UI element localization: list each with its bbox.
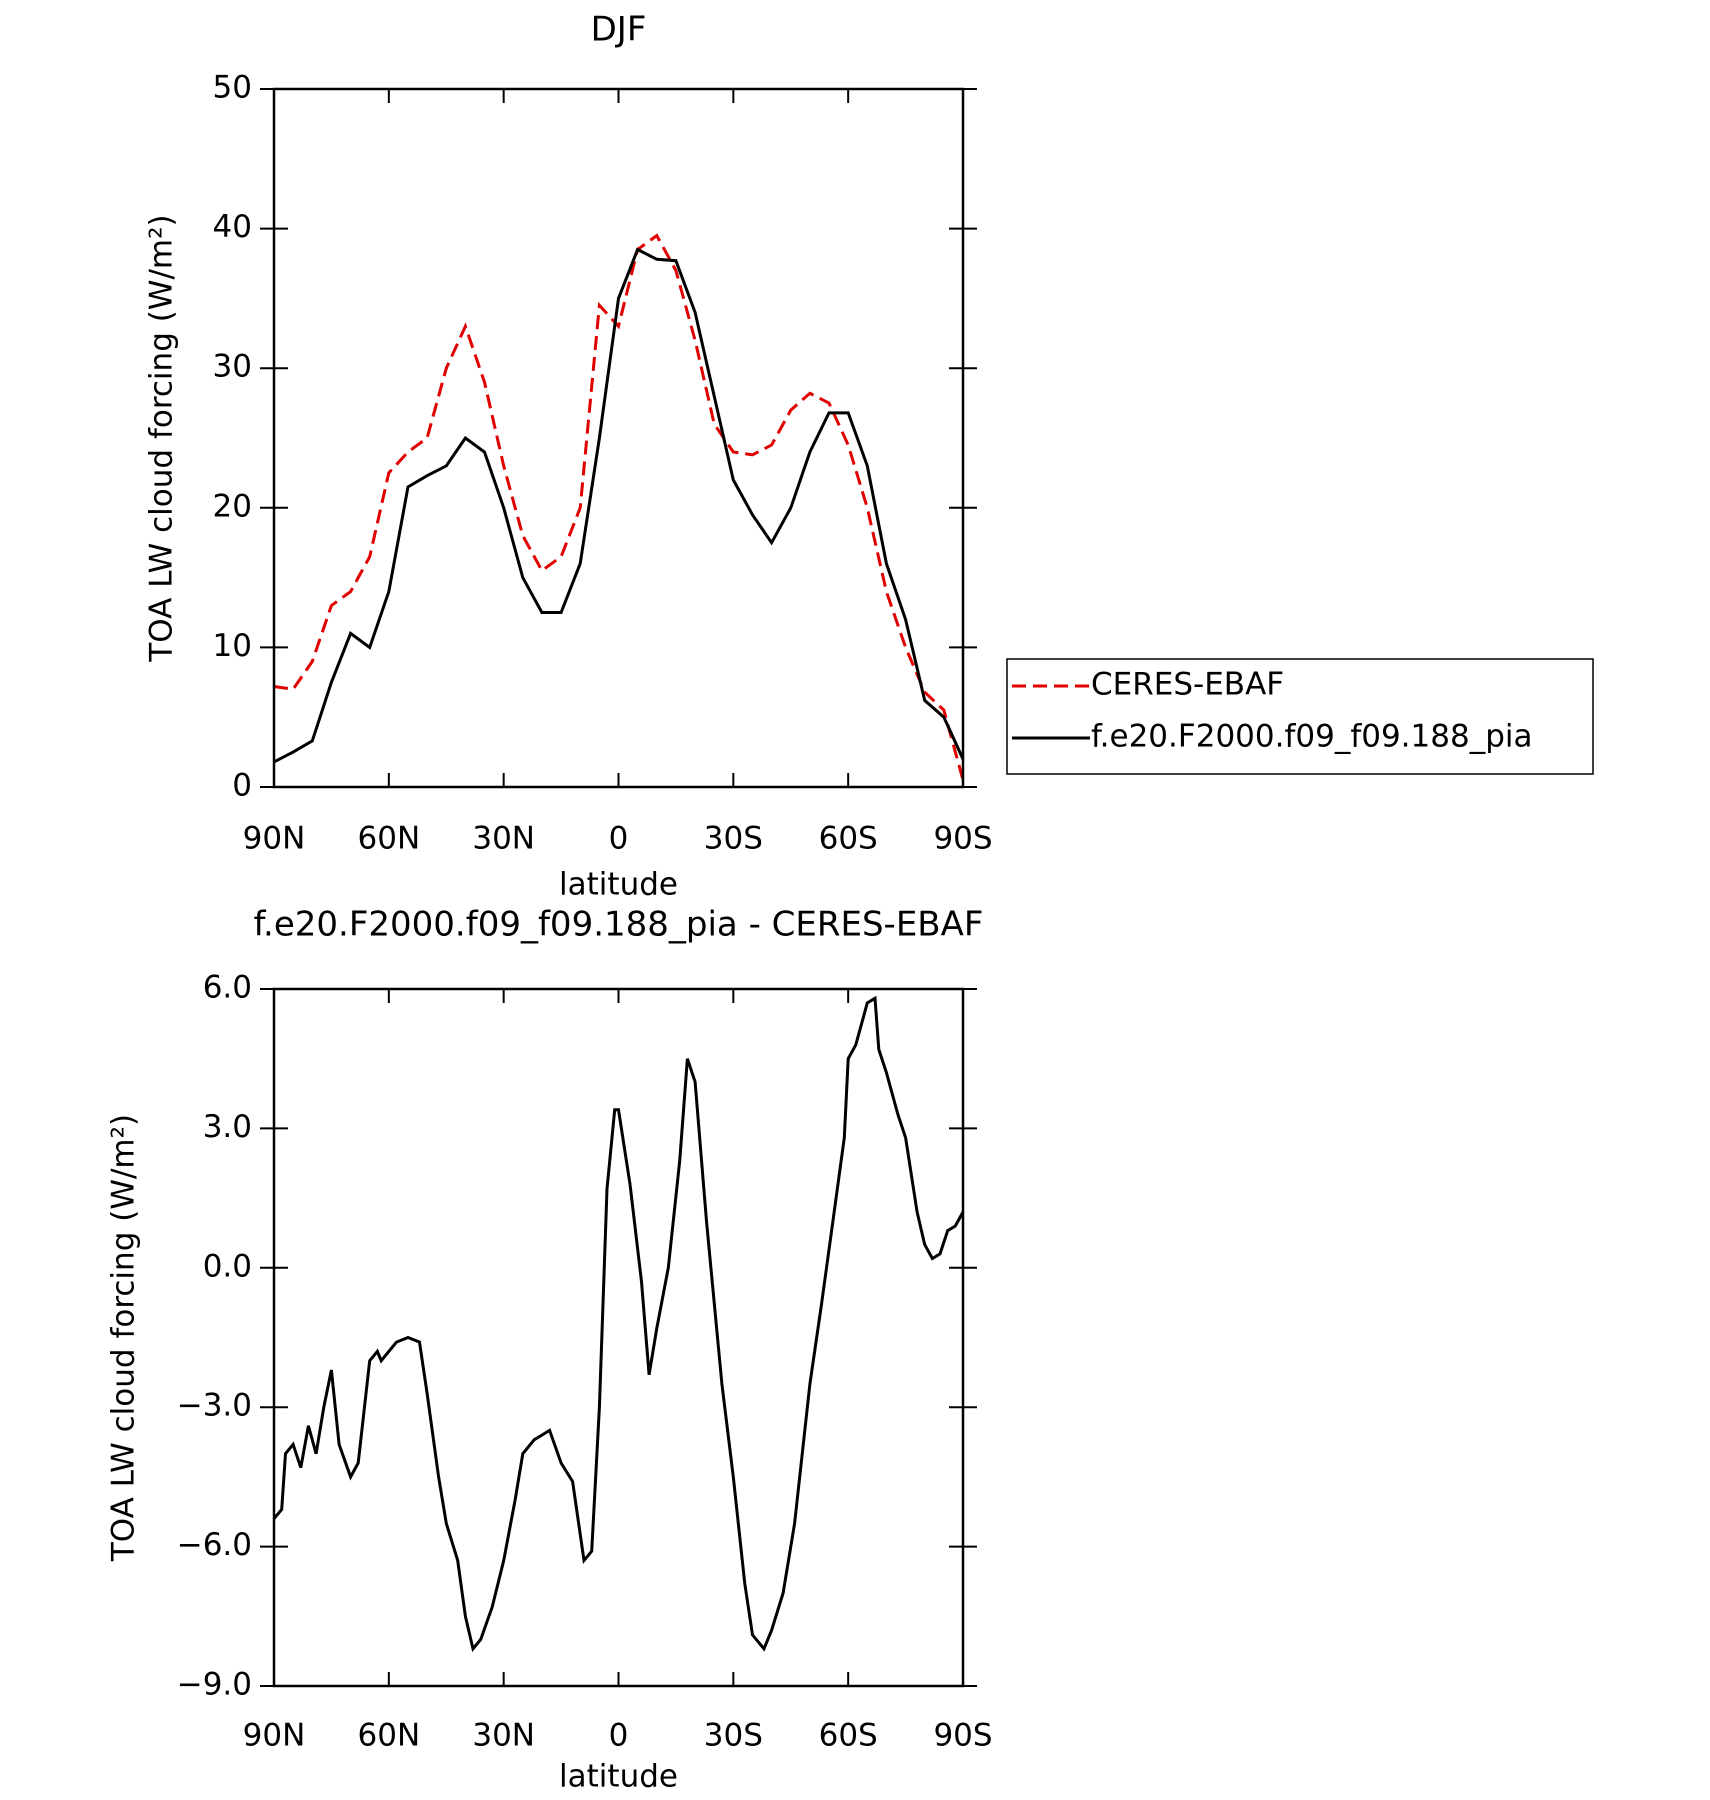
x-tick-label: 90S xyxy=(933,1718,992,1754)
x-tick-label: 60N xyxy=(358,821,421,857)
plot-frame xyxy=(272,987,965,1688)
data-line xyxy=(272,995,965,1653)
x-tick-label: 60N xyxy=(358,1718,421,1754)
x-axis-label: latitude xyxy=(559,1759,678,1795)
legend-box xyxy=(1006,658,1594,775)
y-tick-label: 50 xyxy=(213,70,252,106)
x-tick-label: 60S xyxy=(819,1718,878,1754)
plot-frame xyxy=(272,87,965,789)
y-tick-label: 20 xyxy=(213,488,252,524)
y-tick-label: 40 xyxy=(213,209,252,245)
x-tick-label: 30N xyxy=(472,821,535,857)
y-tick-label: 0.0 xyxy=(203,1248,252,1284)
x-tick-label: 30S xyxy=(704,1718,763,1754)
x-tick-label: 60S xyxy=(819,821,878,857)
y-tick-label: 6.0 xyxy=(203,970,252,1006)
y-tick-label: 3.0 xyxy=(203,1109,252,1145)
x-axis-label: latitude xyxy=(559,867,678,903)
y-tick-label: 0 xyxy=(232,768,252,804)
x-tick-label: 0 xyxy=(609,1718,629,1754)
x-tick-label: 90N xyxy=(243,821,306,857)
y-tick-label: 10 xyxy=(213,628,252,664)
x-tick-label: 90N xyxy=(243,1718,306,1754)
data-line xyxy=(273,247,965,764)
legend-label: CERES-EBAF xyxy=(1091,667,1284,703)
x-tick-label: 30S xyxy=(704,821,763,857)
x-tick-label: 0 xyxy=(609,821,629,857)
y-axis-label: TOA LW cloud forcing (W/m²) xyxy=(144,214,180,662)
y-axis-label: TOA LW cloud forcing (W/m²) xyxy=(106,1114,142,1562)
chart-title: f.e20.F2000.f09_f09.188_pia - CERES-EBAF xyxy=(254,905,984,945)
x-tick-label: 90S xyxy=(933,821,992,857)
chart-title: DJF xyxy=(591,10,647,50)
y-tick-label: −9.0 xyxy=(177,1667,252,1703)
x-tick-label: 30N xyxy=(472,1718,535,1754)
data-line xyxy=(273,233,965,781)
y-tick-label: 30 xyxy=(213,349,252,385)
legend-label: f.e20.F2000.f09_f09.188_pia xyxy=(1091,719,1533,755)
y-tick-label: −3.0 xyxy=(177,1388,252,1424)
y-tick-label: −6.0 xyxy=(177,1527,252,1563)
